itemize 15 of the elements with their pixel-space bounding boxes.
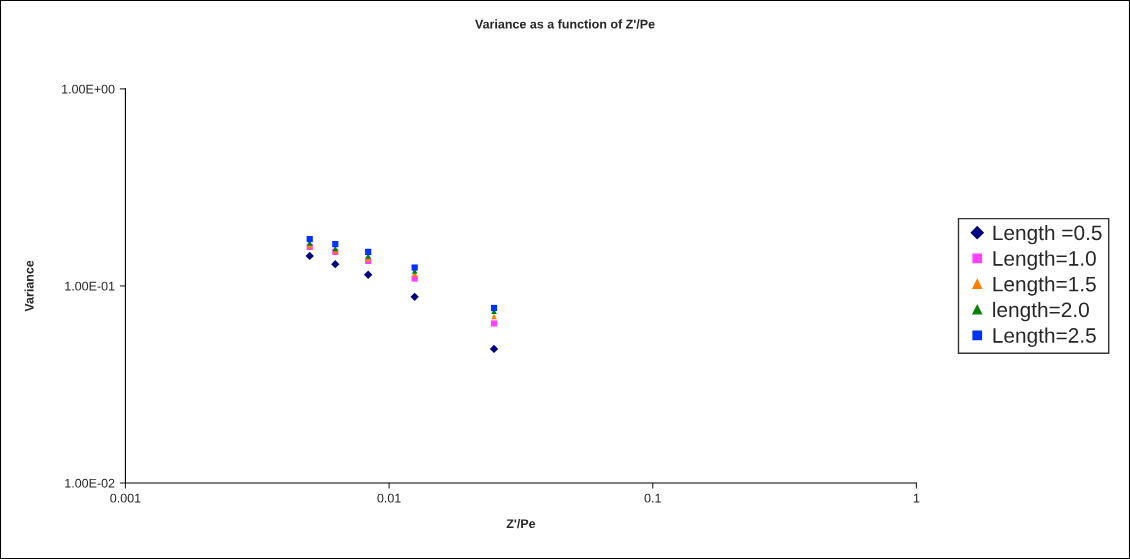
y-tick-label: 1.00E-01 (65, 281, 115, 291)
legend-label: length=2.0 (993, 301, 1089, 322)
y-tick-label: 1.00E-02 (65, 478, 115, 488)
x-tick-label: 0.01 (377, 493, 401, 503)
x-axis-title: Z'/Pe (506, 518, 536, 529)
chart-title: Variance as a function of Z'/Pe (475, 19, 655, 29)
legend-label: Length =0.5 (993, 224, 1102, 245)
legend-label: Length=1.0 (993, 250, 1096, 270)
legend-label: Length=2.5 (993, 327, 1096, 347)
x-tick-label: 1 (913, 493, 920, 503)
y-tick-label: 1.00E+00 (62, 84, 115, 94)
y-axis-title: Variance (24, 260, 34, 312)
legend-label: Length=1.5 (993, 276, 1096, 296)
x-tick-label: 0.1 (644, 493, 661, 503)
x-tick-label: 0.001 (110, 493, 141, 503)
